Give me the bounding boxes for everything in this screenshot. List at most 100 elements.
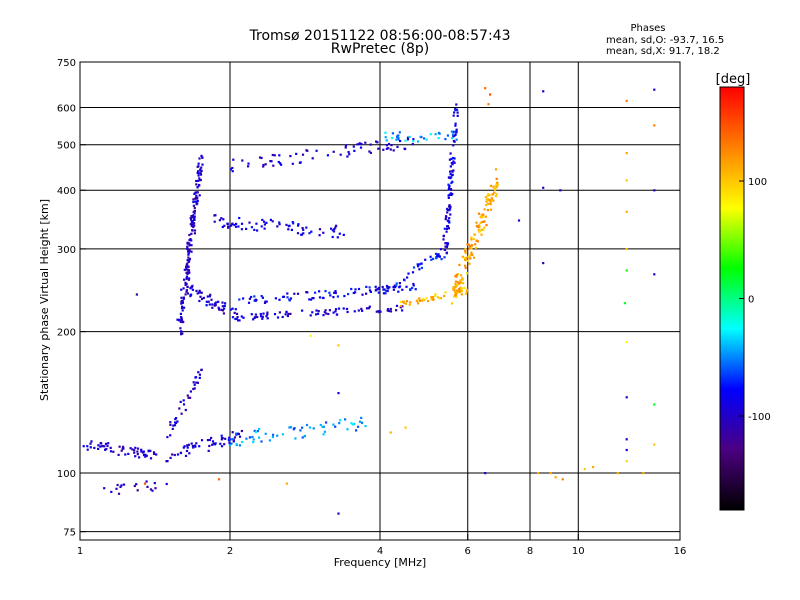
echo-point: [390, 144, 393, 147]
echo-point: [301, 153, 305, 156]
echo-point: [384, 136, 387, 139]
echo-point: [448, 220, 451, 223]
y-axis-ticks: 75 100 200 300 400 500 600 750: [57, 58, 86, 539]
echo-point: [210, 436, 213, 440]
echo-point: [296, 232, 300, 235]
echo-point: [205, 304, 208, 307]
echo-point: [187, 253, 190, 256]
echo-point: [247, 165, 250, 168]
echo-point: [189, 390, 192, 393]
echo-point: [240, 429, 243, 433]
echo-point: [233, 436, 237, 439]
echo-point: [357, 309, 360, 312]
echo-point: [368, 150, 371, 153]
echo-point: [454, 122, 457, 125]
echo-point: [217, 300, 220, 303]
x-tick-label: 10: [572, 546, 585, 557]
echo-point: [198, 373, 201, 376]
echo-point: [444, 138, 447, 141]
echo-point: [591, 466, 595, 469]
echo-point: [200, 439, 204, 442]
echo-point: [238, 216, 241, 220]
echo-point: [207, 449, 210, 452]
echo-point: [286, 314, 289, 318]
echo-point: [211, 440, 215, 443]
echo-point: [311, 157, 314, 160]
echo-point: [625, 210, 628, 213]
echo-point: [220, 217, 223, 220]
echo-point: [308, 298, 311, 301]
phases-o-line: mean, sd,O: -93.7, 16.5: [606, 35, 724, 46]
echo-point: [319, 423, 322, 427]
echo-point: [179, 327, 182, 330]
echo-point: [122, 483, 126, 486]
echo-point: [492, 185, 495, 188]
echo-point: [227, 226, 230, 229]
echo-point: [404, 147, 407, 151]
echo-point: [89, 442, 92, 445]
echo-point: [229, 438, 232, 441]
echo-point: [188, 452, 191, 455]
echo-point: [99, 445, 102, 448]
echo-point: [331, 229, 334, 232]
echo-point: [359, 146, 363, 149]
echo-point: [389, 431, 392, 434]
echo-point: [328, 309, 331, 312]
echo-point: [198, 291, 202, 294]
echo-point: [443, 256, 446, 259]
echo-point: [461, 277, 464, 280]
echo-point: [455, 275, 458, 278]
echo-point: [470, 244, 473, 247]
echo-point: [278, 311, 281, 314]
echo-point: [449, 213, 452, 216]
echo-point: [133, 451, 136, 454]
y-tick-label: 75: [63, 528, 76, 539]
echo-point: [438, 255, 441, 258]
echo-point: [264, 163, 267, 166]
echo-point: [477, 212, 481, 215]
echo-point: [430, 297, 433, 300]
echo-point: [227, 225, 230, 228]
echo-point: [355, 429, 358, 432]
echo-point: [117, 492, 121, 495]
echo-point: [467, 255, 470, 258]
echo-point: [199, 171, 202, 174]
echo-point: [418, 299, 422, 302]
echo-point: [117, 453, 120, 456]
echo-point: [448, 176, 451, 179]
echo-point: [171, 453, 174, 456]
echo-point: [146, 485, 149, 488]
echo-point: [434, 252, 438, 255]
echo-point: [491, 199, 494, 202]
echo-point: [196, 292, 199, 295]
echo-point: [188, 244, 191, 247]
echo-point: [421, 299, 424, 302]
echo-point: [238, 435, 242, 438]
echo-point: [310, 230, 313, 233]
echo-point: [221, 301, 224, 304]
echo-point: [623, 302, 626, 305]
echo-point: [196, 191, 199, 194]
echo-point: [357, 287, 361, 291]
echo-point: [474, 243, 477, 246]
echo-point: [449, 170, 452, 173]
echo-point: [208, 295, 211, 298]
echo-point: [445, 215, 448, 219]
echo-point: [456, 114, 459, 117]
echo-point: [407, 272, 410, 275]
echo-point: [241, 440, 244, 444]
echo-point: [214, 214, 217, 217]
echo-point: [439, 248, 443, 251]
echo-point: [317, 312, 320, 315]
echo-point: [289, 312, 292, 315]
echo-point: [198, 194, 201, 197]
echo-point: [452, 114, 455, 117]
echo-point: [184, 454, 188, 457]
echo-point: [190, 285, 193, 288]
echo-point: [306, 149, 309, 152]
x-axis-ticks: 1 2 4 6 8 10 16: [77, 534, 686, 557]
echo-point: [230, 224, 233, 227]
echo-point: [315, 309, 318, 312]
echo-point: [419, 135, 422, 138]
echo-point: [397, 290, 400, 293]
